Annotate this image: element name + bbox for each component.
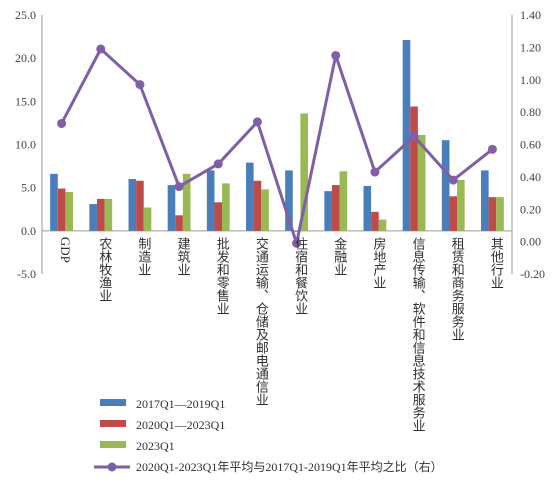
right-tick-label: 1.40 [520, 8, 541, 22]
legend-item-2: 2020Q1—2023Q1 [100, 418, 225, 432]
bar-3-10 [417, 135, 426, 231]
right-tick-label: 0.40 [520, 170, 541, 184]
bar-2-9 [371, 211, 379, 231]
legend-marker [107, 462, 117, 472]
legend-swatch [100, 399, 126, 406]
right-tick-label: 0.20 [520, 202, 541, 216]
bar-1-11 [441, 140, 450, 231]
bar-1-1 [50, 173, 58, 231]
category-label-1: GDP [58, 237, 73, 263]
ratio-line [60, 47, 494, 245]
bar-2-5 [214, 202, 223, 231]
ratio-point-3 [135, 80, 145, 90]
left-tick-label: 25.0 [15, 8, 36, 22]
ratio-point-4 [174, 182, 184, 192]
legend-swatch [100, 420, 126, 427]
right-tick-label: 1.00 [520, 73, 541, 87]
category-label-12: 其他行业 [489, 237, 504, 289]
bar-1-6 [246, 162, 254, 231]
bar-2-7 [292, 230, 301, 232]
bar-1-9 [363, 185, 372, 231]
bar-1-12 [481, 170, 489, 231]
bar-3-8 [339, 171, 348, 231]
bar-2-11 [449, 196, 458, 231]
ratio-point-5 [213, 159, 223, 169]
ratio-point-9 [370, 167, 380, 177]
bar-1-2 [89, 204, 97, 231]
left-tick-label: 15.0 [15, 94, 36, 108]
right-tick-label: 0.00 [520, 235, 541, 249]
category-label-7: 住宿和餐饮业 [293, 237, 308, 315]
bar-2-8 [331, 185, 340, 231]
left-tick-label: 5.0 [21, 181, 36, 195]
bar-2-1 [57, 188, 66, 231]
bar-3-5 [222, 183, 230, 231]
ratio-point-7 [292, 238, 302, 248]
bar-3-12 [496, 197, 504, 231]
left-tick-label: 20.0 [15, 51, 36, 65]
category-label-6: 交通运输、仓储及邮电通信业 [254, 236, 269, 406]
bars [50, 40, 504, 232]
bar-1-10 [402, 40, 411, 231]
bar-1-7 [285, 170, 293, 231]
bar-3-4 [182, 173, 191, 231]
bar-1-4 [167, 185, 176, 231]
category-label-9: 房地产业 [371, 236, 386, 289]
bar-3-2 [104, 198, 113, 231]
legend: 2017Q1—2019Q1 2020Q1—2023Q1 2023Q1 2020Q1-2… [94, 397, 443, 474]
bar-3-9 [378, 219, 387, 231]
left-tick-label: -5.0 [17, 267, 36, 281]
ratio-point-10 [409, 131, 419, 141]
bar-2-4 [175, 215, 183, 231]
legend-label: 2017Q1—2019Q1 [136, 397, 225, 411]
line-series [57, 44, 497, 248]
legend-item-4: 2020Q1-2023Q1年平均与2017Q1-2019Q1年平均之比（右） [94, 459, 443, 474]
ratio-point-2 [96, 44, 106, 54]
ratio-point-11 [448, 175, 458, 185]
legend-item-1: 2017Q1—2019Q1 [100, 397, 225, 411]
legend-label: 2023Q1 [136, 439, 175, 453]
legend-item-3: 2023Q1 [100, 439, 175, 453]
category-label-3: 制造业 [136, 237, 151, 276]
bar-3-6 [261, 189, 269, 231]
category-label-2: 农林牧渔业 [97, 237, 112, 302]
category-label-8: 金融业 [332, 236, 347, 276]
bar-3-3 [143, 207, 152, 231]
category-label-4: 建筑业 [176, 237, 191, 276]
bar-1-3 [128, 179, 137, 231]
bar-2-10 [410, 106, 418, 231]
ratio-point-1 [57, 118, 67, 128]
bar-3-1 [65, 191, 73, 231]
bar-3-11 [457, 179, 465, 231]
left-tick-label: 0.0 [21, 224, 36, 238]
legend-swatch [100, 441, 126, 448]
legend-label: 2020Q1—2023Q1 [136, 418, 225, 432]
bar-2-3 [136, 180, 144, 231]
bar-1-8 [324, 191, 332, 231]
bar-2-12 [488, 197, 497, 231]
right-tick-label: 0.80 [520, 105, 541, 119]
bar-1-5 [206, 170, 215, 231]
bar-2-6 [253, 180, 262, 231]
ratio-point-12 [487, 144, 497, 154]
right-tick-label: 1.20 [520, 40, 541, 54]
ratio-point-8 [331, 50, 341, 60]
bar-3-7 [300, 113, 308, 231]
left-tick-label: 10.0 [15, 138, 36, 152]
bar-2-2 [96, 198, 105, 231]
right-tick-label: 0.60 [520, 138, 541, 152]
category-label-5: 批发和零售业 [215, 237, 230, 315]
right-tick-label: -0.20 [520, 267, 545, 281]
axes: 25.0 20.0 15.0 10.0 5.0 0.0 -5.0 1.40 1.20 1.00 0.… [15, 8, 545, 281]
legend-label: 2020Q1-2023Q1年平均与2017Q1-2019Q1年平均之比（右） [136, 459, 443, 474]
category-labels: GDP 农林牧渔业 制造业 建筑业 批发和零售业 交通运输、仓储及邮电通信业 住宿和餐饮业 金… [58, 236, 504, 432]
category-label-10: 信息传输、软件和信息技术服务业 [411, 237, 426, 432]
ratio-point-6 [252, 117, 262, 127]
category-label-11: 租赁和商务服务业 [450, 237, 465, 341]
